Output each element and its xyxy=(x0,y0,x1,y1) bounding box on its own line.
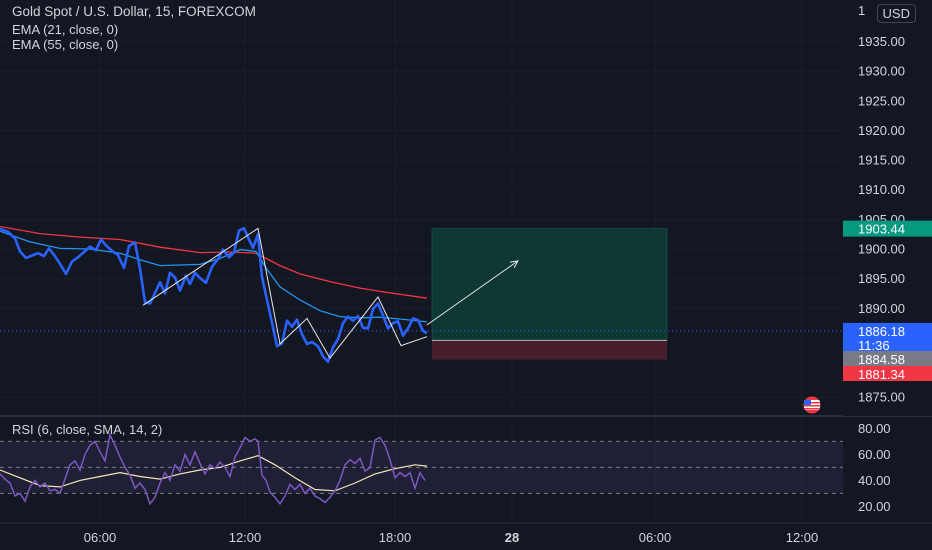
price-axis-label: 1890.00 xyxy=(858,301,905,316)
rsi-axis[interactable]: 80.00 60.00 40.00 20.00 xyxy=(843,418,932,522)
loss-zone[interactable] xyxy=(432,340,667,360)
price-tag-target-bg xyxy=(843,220,932,237)
price-axis-label: 1935.00 xyxy=(858,34,905,49)
price-line xyxy=(0,227,428,363)
price-tag-entry-bg xyxy=(843,351,932,366)
rsi-axis-label: 60.00 xyxy=(858,447,891,462)
time-axis-label: 06:00 xyxy=(639,530,672,545)
rsi-axis-label: 80.00 xyxy=(858,421,891,436)
time-axis[interactable]: 06:00 12:00 18:00 28 06:00 12:00 xyxy=(0,522,932,545)
price-tag-target: 1903.44 xyxy=(858,222,905,237)
rsi-axis-label: 20.00 xyxy=(858,499,891,514)
rsi-ma-line xyxy=(0,455,428,492)
zigzag-pattern-drawing[interactable] xyxy=(142,227,428,359)
price-axis-label: 1925.00 xyxy=(858,93,905,108)
rsi-band-background xyxy=(0,441,843,494)
price-tag-entry: 1884.58 xyxy=(858,352,905,367)
ema21-line xyxy=(0,230,428,323)
grid-lines xyxy=(0,0,843,522)
price-axis-label: 1930.00 xyxy=(858,64,905,79)
price-tag-stop-bg xyxy=(843,366,932,381)
price-tag-current: 1886.18 xyxy=(858,324,905,339)
us-flag-icon[interactable] xyxy=(799,396,825,414)
profit-zone[interactable] xyxy=(431,228,668,341)
price-axis-label: 1895.00 xyxy=(858,271,905,286)
ema55-legend[interactable]: EMA (55, close, 0) xyxy=(12,37,119,52)
rsi-line xyxy=(0,432,426,506)
price-axis-label: 1910.00 xyxy=(858,182,905,197)
ema21-legend[interactable]: EMA (21, close, 0) xyxy=(12,22,119,37)
price-axis-label: 1900.00 xyxy=(858,242,905,257)
price-tag-stop: 1881.34 xyxy=(858,367,905,382)
price-tag-countdown: 11:36 xyxy=(858,338,890,353)
price-axis-label: 1920.00 xyxy=(858,123,905,138)
time-axis-label: 06:00 xyxy=(84,530,117,545)
time-axis-label: 12:00 xyxy=(229,530,262,545)
projection-arrow[interactable] xyxy=(426,260,519,326)
time-axis-label: 18:00 xyxy=(379,530,412,545)
symbol-title[interactable]: Gold Spot / U.S. Dollar, 15, FOREXCOM xyxy=(12,4,256,19)
long-position-tool[interactable] xyxy=(431,228,668,360)
price-axis-label: 1915.00 xyxy=(858,153,905,168)
price-axis-top-label: 1 xyxy=(858,3,866,18)
rsi-legend[interactable]: RSI (6, close, SMA, 14, 2) xyxy=(12,422,163,437)
ema55-line xyxy=(0,225,428,299)
currency-button[interactable]: USD xyxy=(876,4,916,23)
price-axis-label: 1875.00 xyxy=(858,390,905,405)
rsi-axis-label: 40.00 xyxy=(858,473,891,488)
price-tag-current-bg xyxy=(843,322,932,353)
rsi-axis-bg xyxy=(843,418,932,522)
time-axis-label: 12:00 xyxy=(786,530,819,545)
time-axis-label: 28 xyxy=(505,530,519,545)
